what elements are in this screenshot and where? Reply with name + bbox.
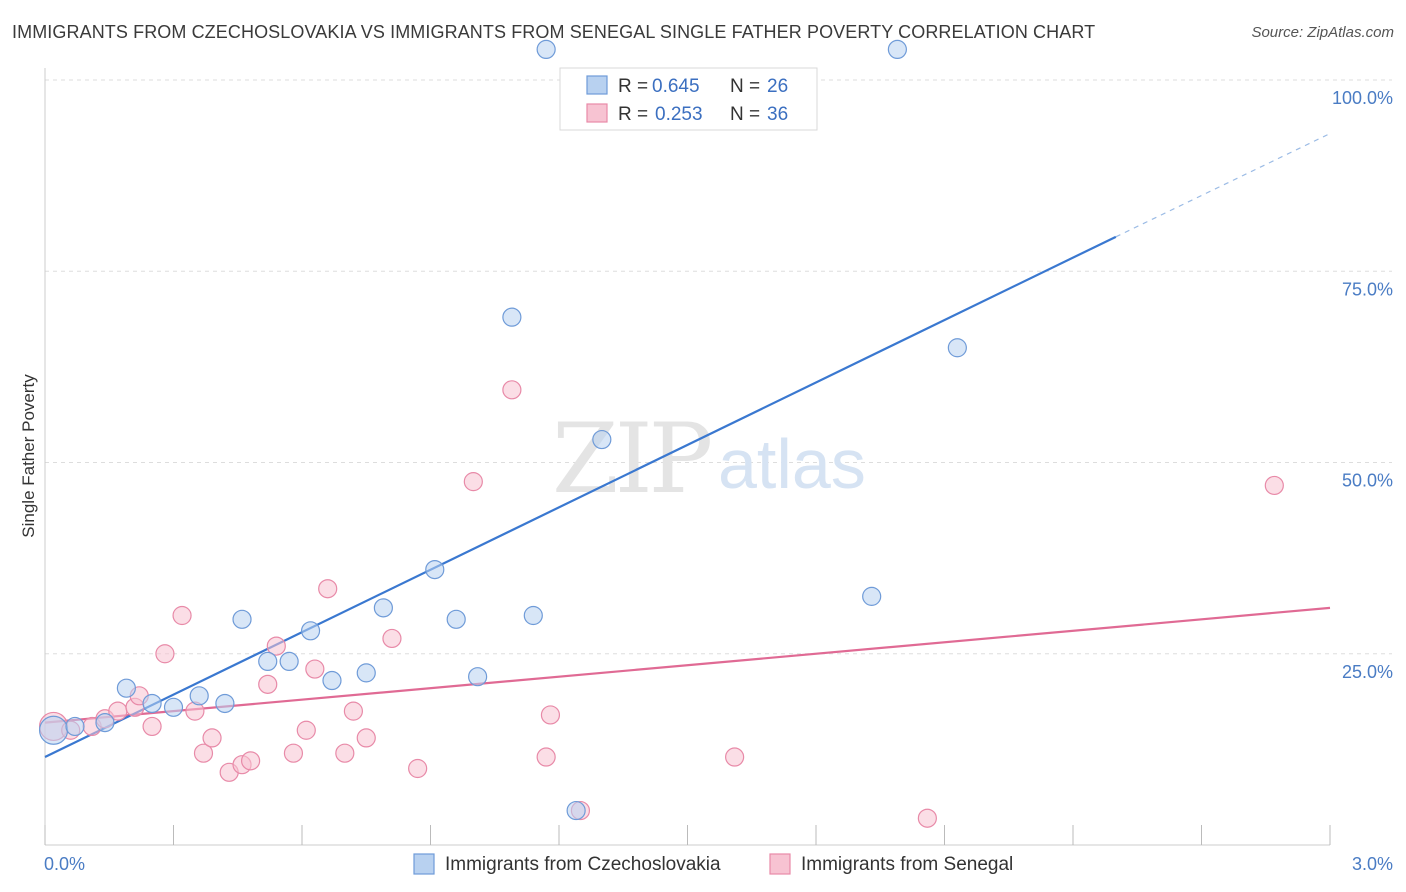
point-senegal-34	[1264, 475, 1284, 496]
point-senegal-22	[335, 743, 355, 763]
point-czechoslovakia-21	[566, 800, 586, 821]
point-czechoslovakia-5	[163, 697, 184, 717]
point-senegal-30	[540, 705, 561, 725]
point-czechoslovakia-12	[322, 670, 342, 691]
point-senegal-19	[296, 720, 316, 740]
legend-r-value-2: 0.253	[655, 104, 703, 125]
point-senegal-29	[536, 747, 556, 767]
point-senegal-33	[917, 808, 937, 828]
point-senegal-8	[155, 644, 175, 664]
bottom-legend-swatch-pink	[769, 853, 791, 875]
point-czechoslovakia-2	[95, 712, 115, 733]
point-senegal-28	[502, 380, 522, 400]
point-czechoslovakia-7	[215, 693, 235, 714]
point-senegal-23	[343, 701, 363, 721]
point-senegal-11	[193, 743, 214, 763]
point-senegal-18	[283, 743, 304, 763]
point-czechoslovakia-9	[258, 651, 278, 672]
data-points	[38, 39, 1284, 828]
point-czechoslovakia-10	[279, 651, 299, 672]
legend-n-label-2: N =	[730, 104, 760, 125]
point-czechoslovakia-16	[446, 609, 466, 629]
point-czechoslovakia-13	[356, 663, 376, 683]
point-czechoslovakia-14	[373, 598, 393, 618]
y-tick-label-2: 75.0%	[1342, 279, 1393, 299]
point-czechoslovakia-3	[116, 678, 136, 698]
x-tick-label-1: 3.0%	[1352, 854, 1393, 874]
legend-r-label-1: R =	[618, 76, 648, 97]
point-senegal-15	[241, 751, 261, 771]
point-czechoslovakia-11	[300, 621, 321, 641]
bottom-legend-label-1: Immigrants from Czechoslovakia	[445, 854, 721, 875]
point-czechoslovakia-15	[425, 559, 445, 580]
point-senegal-12	[202, 728, 222, 748]
grid-lines	[45, 79, 1392, 655]
legend-r-value-1: 0.645	[652, 76, 700, 97]
point-senegal-25	[382, 628, 402, 649]
point-czechoslovakia-17	[468, 667, 488, 687]
point-senegal-32	[725, 747, 745, 767]
point-czechoslovakia-24	[862, 586, 882, 606]
bottom-legend-swatch-blue	[413, 853, 435, 875]
point-senegal-21	[318, 579, 338, 599]
y-tick-label-0: 25.0%	[1342, 662, 1393, 682]
legend-n-label-1: N =	[730, 76, 760, 97]
point-senegal-7	[142, 716, 162, 737]
legend-swatch-blue	[586, 75, 608, 95]
point-senegal-20	[305, 659, 325, 679]
point-czechoslovakia-0	[38, 715, 69, 745]
point-senegal-16	[258, 674, 278, 694]
point-czechoslovakia-1	[65, 716, 85, 737]
trend-lines	[44, 133, 1331, 759]
bottom-legend: Immigrants from Czechoslovakia Immigrant…	[413, 853, 1013, 875]
point-czechoslovakia-20	[536, 39, 556, 60]
point-czechoslovakia-6	[189, 686, 209, 706]
axes	[44, 68, 1331, 846]
watermark-atlas: atlas	[718, 425, 866, 503]
x-tick-labels: 0.0% 3.0%	[44, 854, 1393, 874]
point-senegal-27	[463, 472, 483, 492]
y-tick-label-1: 50.0%	[1342, 471, 1393, 491]
point-senegal-26	[408, 758, 428, 779]
trend-line-senegal	[44, 606, 1331, 724]
point-czechoslovakia-25	[947, 338, 967, 358]
point-czechoslovakia-18	[523, 605, 543, 626]
legend-swatch-pink	[586, 103, 608, 123]
chart-source: Source: ZipAtlas.com	[1251, 24, 1394, 41]
trend-line-czechoslovakia	[44, 235, 1117, 759]
x-tick-label-0: 0.0%	[44, 854, 85, 874]
point-czechoslovakia-23	[887, 39, 907, 60]
legend-r-label-2: R =	[618, 104, 648, 125]
point-czechoslovakia-19	[502, 307, 522, 327]
y-tick-labels: 25.0% 50.0% 75.0% 100.0%	[1332, 88, 1393, 682]
y-axis-label: Single Father Poverty	[19, 374, 38, 538]
point-senegal-24	[356, 728, 376, 748]
point-czechoslovakia-22	[592, 429, 612, 450]
legend-n-value-1: 26	[767, 76, 788, 97]
chart-title: IMMIGRANTS FROM CZECHOSLOVAKIA VS IMMIGR…	[12, 22, 1096, 42]
legend-box: R = 0.645 N = 26 R = 0.253 N = 36	[559, 67, 818, 131]
point-senegal-9	[172, 605, 192, 626]
point-senegal-17	[266, 636, 286, 656]
trend-line-czechoslovakia-extension	[1115, 133, 1331, 238]
watermark-zip: ZIP	[552, 403, 711, 515]
bottom-legend-label-2: Immigrants from Senegal	[801, 854, 1013, 875]
point-czechoslovakia-4	[142, 693, 162, 714]
point-czechoslovakia-8	[232, 609, 252, 629]
watermark: ZIP atlas	[552, 403, 866, 515]
legend-n-value-2: 36	[767, 104, 788, 125]
y-tick-label-3: 100.0%	[1332, 88, 1393, 108]
